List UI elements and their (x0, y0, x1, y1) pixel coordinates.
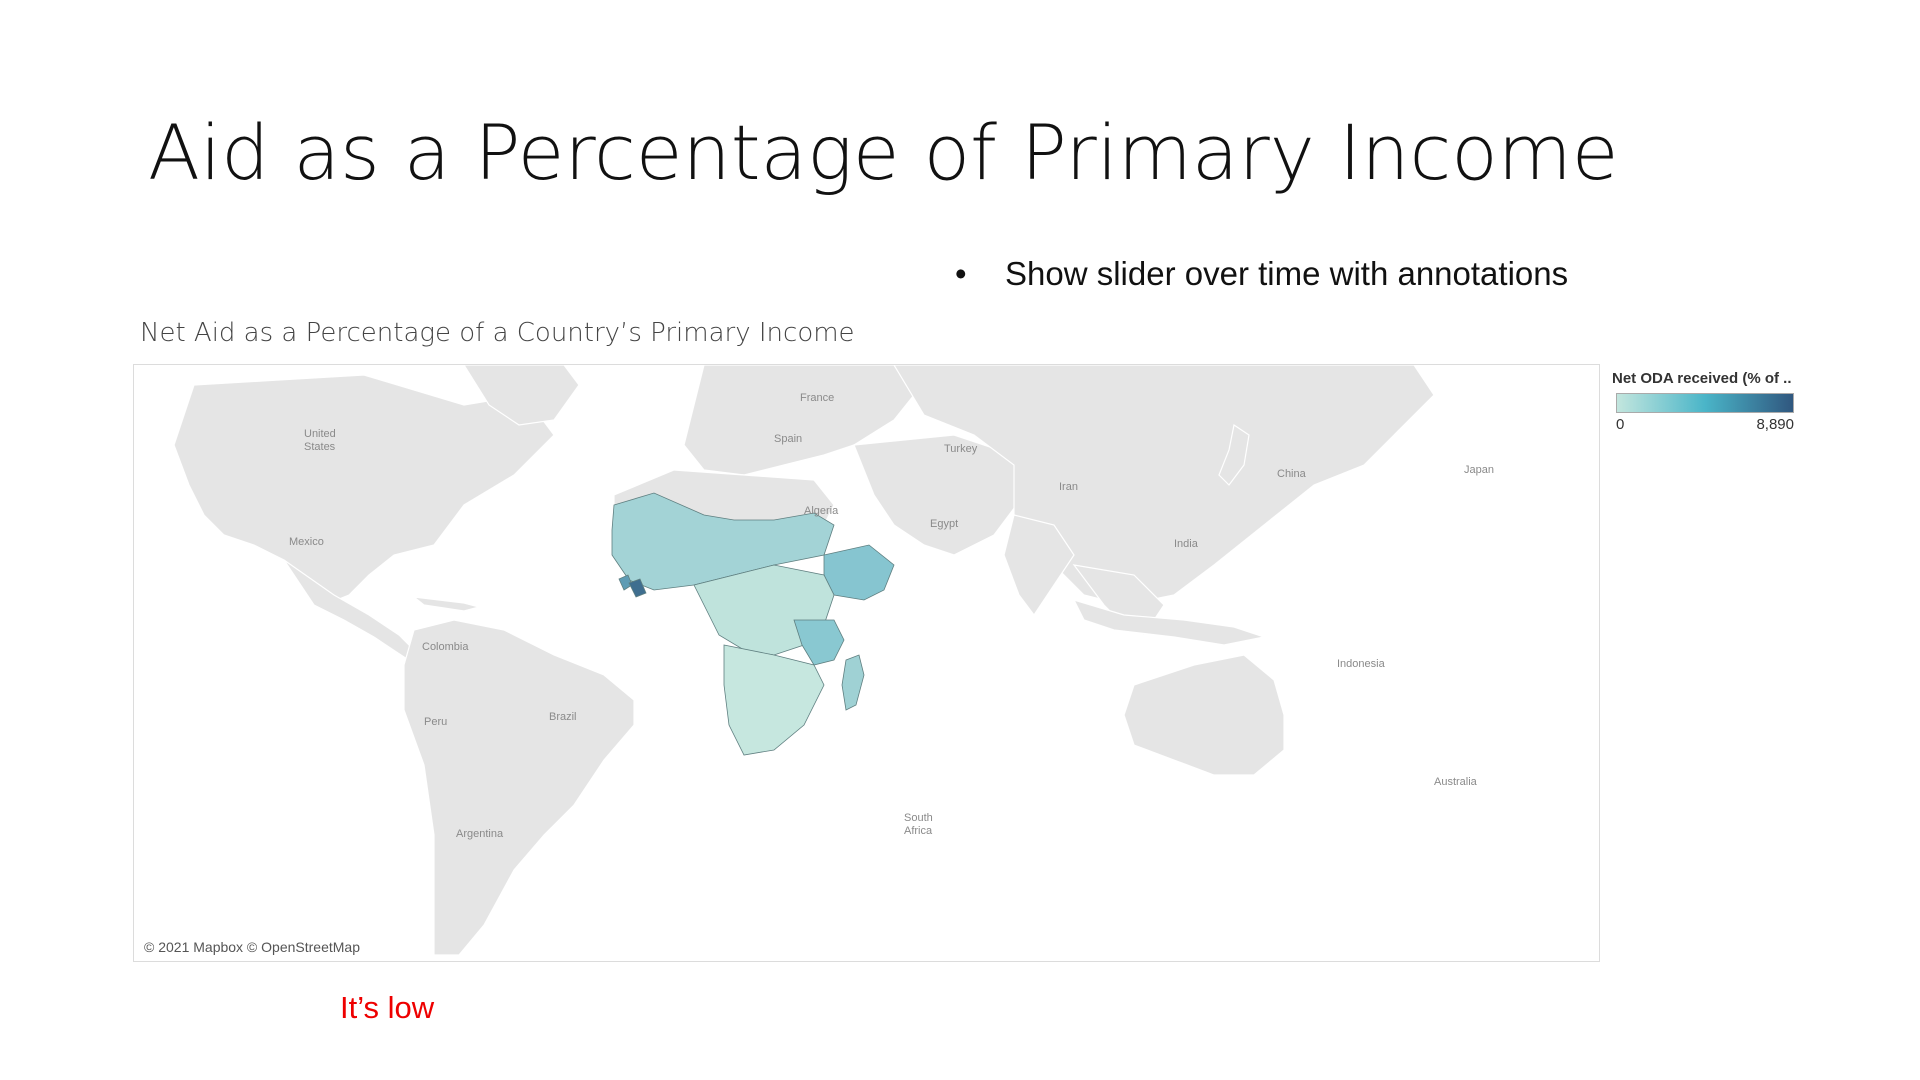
label-australia: Australia (1434, 776, 1478, 788)
label-south-africa: South Africa (904, 812, 933, 837)
land-india (1003, 514, 1075, 617)
legend-max-label: 8,890 (1756, 416, 1794, 433)
label-colombia: Colombia (422, 641, 469, 653)
label-china: China (1277, 468, 1307, 480)
bullet-point: • Show slider over time with annotations (955, 255, 1568, 293)
label-iran: Iran (1059, 481, 1078, 493)
region-madagascar (841, 654, 865, 711)
basemap-land (173, 365, 1435, 956)
label-peru: Peru (424, 716, 447, 728)
map-attribution: © 2021 Mapbox © OpenStreetMap (144, 939, 360, 955)
label-france: France (800, 392, 834, 404)
africa-choropleth[interactable] (611, 492, 895, 756)
label-japan: Japan (1464, 464, 1494, 476)
land-indonesia (1072, 599, 1267, 646)
label-egypt: Egypt (930, 518, 958, 530)
label-mexico: Mexico (289, 536, 324, 548)
label-argentina: Argentina (456, 828, 504, 840)
slide-title: Aid as a Percentage of Primary Income (148, 108, 1619, 197)
annotation-note: It’s low (340, 990, 435, 1025)
region-west-sahel (611, 492, 835, 591)
land-asia (893, 365, 1435, 606)
label-algeria: Algeria (804, 505, 839, 517)
land-south-america (403, 619, 635, 956)
viz-title: Net Aid as a Percentage of a Country’s P… (140, 318, 855, 348)
color-legend: Net ODA received (% of .. 0 8,890 (1612, 370, 1802, 433)
legend-min-label: 0 (1616, 416, 1625, 433)
legend-ticks: 0 8,890 (1616, 413, 1794, 433)
bullet-text: Show slider over time with annotations (1005, 255, 1569, 292)
region-ethiopia-horn (823, 544, 895, 601)
land-australia (1123, 654, 1285, 776)
region-tanzania (793, 619, 845, 666)
label-indonesia: Indonesia (1337, 658, 1386, 670)
country-labels: United States Mexico Colombia Peru Brazil… (289, 392, 1494, 840)
label-brazil: Brazil (549, 711, 577, 723)
land-caribbean (411, 596, 482, 612)
legend-title: Net ODA received (% of .. (1612, 370, 1792, 387)
label-turkey: Turkey (944, 443, 978, 455)
label-spain: Spain (774, 433, 802, 445)
region-southern-africa (723, 644, 825, 756)
land-greenland (463, 365, 580, 426)
label-india: India (1174, 538, 1199, 550)
map-canvas[interactable]: United States Mexico Colombia Peru Brazil… (134, 365, 1599, 961)
choropleth-map[interactable]: United States Mexico Colombia Peru Brazil… (133, 364, 1600, 962)
label-united-states: United States (304, 428, 336, 453)
region-liberia (628, 578, 647, 598)
land-japan (1218, 424, 1250, 486)
bullet-dot-icon: • (955, 255, 967, 292)
legend-color-ramp (1616, 393, 1794, 413)
land-middle-east (853, 434, 1025, 556)
